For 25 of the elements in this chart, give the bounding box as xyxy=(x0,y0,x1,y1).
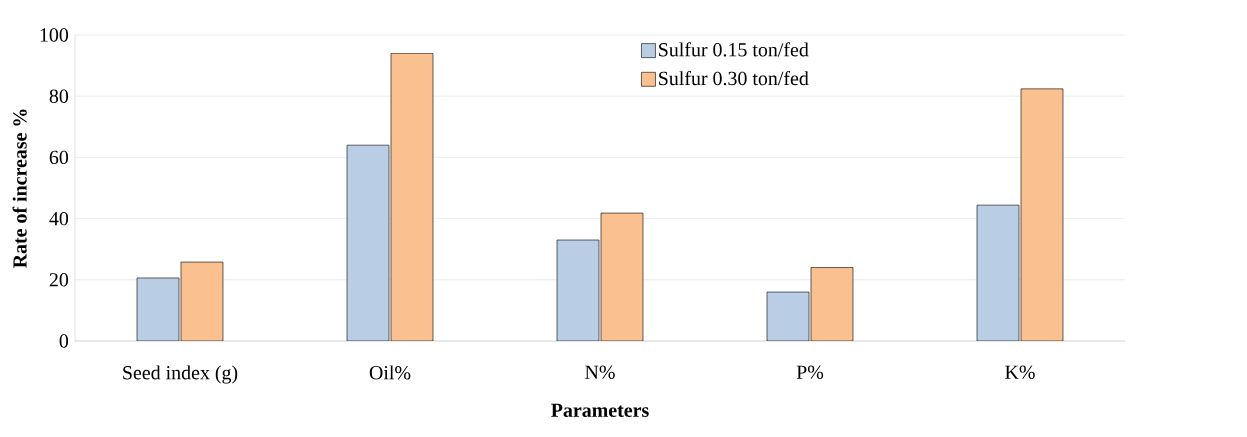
bar xyxy=(136,277,180,341)
x-tick-label: Seed index (g) xyxy=(123,365,238,384)
bar xyxy=(180,261,224,341)
y-axis-title: Rate of increase % xyxy=(12,109,27,268)
bar xyxy=(810,267,854,341)
bar xyxy=(600,212,644,341)
bar xyxy=(766,291,810,341)
y-tick-label: 80 xyxy=(49,89,69,103)
x-tick-label: N% xyxy=(585,365,615,379)
y-tick-label: 0 xyxy=(59,334,69,348)
x-tick-label: P% xyxy=(796,365,824,379)
y-tick-label: 60 xyxy=(49,150,69,165)
legend-label: Sulfur 0.15 ton/fed xyxy=(659,42,809,57)
bar xyxy=(346,144,390,341)
bar xyxy=(556,239,600,341)
y-tick-label: 40 xyxy=(49,211,69,226)
bar xyxy=(390,53,434,341)
x-tick-label: Oil% xyxy=(369,365,411,380)
bar xyxy=(976,204,1020,341)
y-tick-label: 100 xyxy=(40,28,69,42)
y-tick-label: 20 xyxy=(49,273,69,287)
bar xyxy=(1020,88,1064,341)
legend-label: Sulfur 0.30 ton/fed xyxy=(659,70,809,86)
x-tick-label: K% xyxy=(1005,365,1035,379)
x-axis-title: Parameters xyxy=(551,403,649,417)
